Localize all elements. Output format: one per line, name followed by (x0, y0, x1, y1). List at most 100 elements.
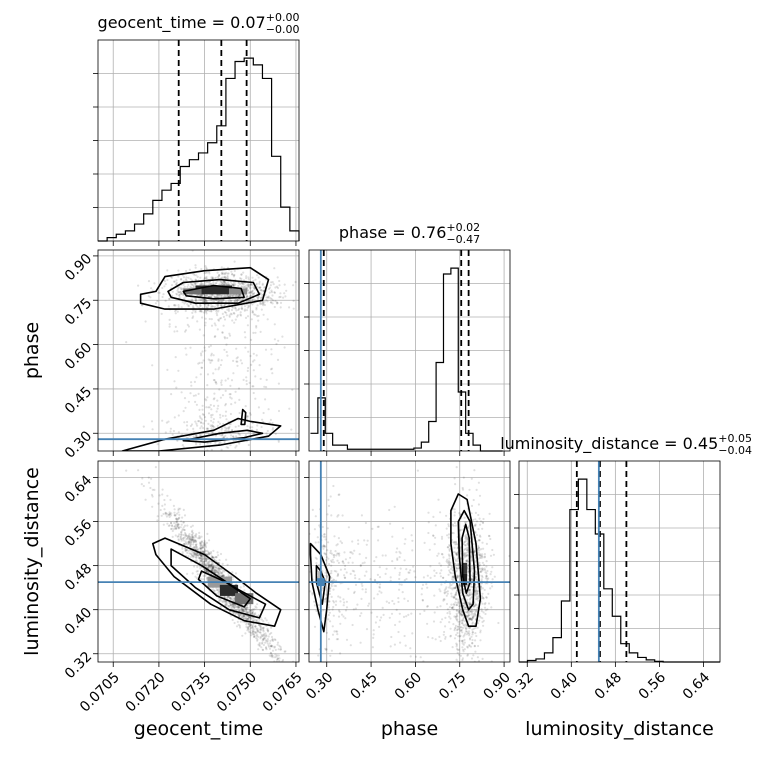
sample-point (474, 589, 478, 592)
x-tick-label: 0.56 (636, 669, 669, 702)
sample-point (231, 294, 234, 297)
sample-point (238, 294, 241, 297)
sample-point (452, 608, 455, 611)
sample-point (186, 285, 189, 289)
sample-point (220, 295, 223, 298)
sample-point (468, 593, 472, 596)
sample-point (237, 387, 241, 390)
sample-point (471, 622, 474, 625)
sample-point (201, 546, 204, 549)
sample-point (467, 614, 470, 617)
sample-point (225, 277, 228, 280)
sample-point (194, 279, 197, 282)
sample-point (188, 538, 191, 541)
sample-point (450, 603, 453, 606)
sample-point (222, 298, 225, 301)
sample-point (484, 602, 487, 605)
sample-point (378, 586, 381, 589)
sample-point (271, 299, 275, 302)
sample-point (471, 611, 474, 614)
sample-point (189, 543, 192, 546)
sample-point (213, 397, 216, 400)
sample-point (461, 657, 464, 660)
sample-point (339, 568, 342, 571)
sample-point (437, 552, 440, 555)
sample-point (185, 538, 188, 541)
sample-point (254, 397, 257, 400)
sample-point (266, 296, 269, 299)
sample-point (250, 363, 253, 366)
sample-point (385, 567, 388, 570)
sample-point (201, 413, 204, 416)
sample-point (180, 277, 183, 281)
sample-point (157, 291, 160, 294)
sample-point (223, 295, 226, 298)
sample-point (262, 301, 265, 304)
sample-point (453, 551, 456, 554)
sample-point (450, 567, 453, 571)
sample-point (180, 391, 183, 394)
sample-point (242, 610, 245, 613)
sample-point (472, 613, 475, 616)
sample-point (266, 429, 269, 433)
sample-point (213, 570, 216, 573)
sample-point (231, 273, 234, 276)
sample-point (230, 308, 234, 312)
sample-point (215, 556, 218, 559)
sample-point (439, 511, 442, 514)
sample-point (443, 589, 446, 592)
sample-point (202, 556, 205, 560)
sample-point (344, 558, 347, 561)
sample-point (250, 290, 253, 293)
y-axis-label: phase (21, 322, 43, 379)
sample-point (465, 559, 468, 562)
sample-point (221, 562, 224, 566)
sample-point (227, 426, 230, 429)
sample-point (250, 609, 253, 612)
sample-point (190, 423, 194, 426)
sample-point (332, 588, 335, 591)
sample-point (195, 554, 198, 557)
sample-point (200, 418, 203, 421)
sample-point (233, 312, 236, 315)
sample-point (150, 420, 154, 423)
sample-point (253, 608, 256, 611)
sample-point (264, 617, 267, 620)
sample-point (177, 508, 180, 512)
sample-point (446, 592, 449, 595)
sample-point (191, 538, 194, 542)
sample-point (197, 420, 200, 423)
sample-point (480, 594, 483, 598)
sample-point (446, 558, 449, 561)
sample-point (199, 553, 202, 556)
sample-point (292, 284, 295, 287)
sample-point (259, 631, 262, 634)
sample-point (311, 508, 314, 511)
sample-point (194, 536, 197, 539)
sample-point (252, 369, 255, 372)
sample-point (313, 528, 316, 531)
sample-point (321, 525, 324, 529)
sample-point (468, 588, 471, 591)
sample-point (196, 570, 199, 573)
sample-point (455, 466, 458, 469)
sample-point (444, 616, 447, 620)
sample-point (477, 544, 480, 548)
sample-point (339, 540, 342, 543)
sample-point (189, 302, 192, 305)
sample-point (238, 626, 242, 629)
sample-point (211, 276, 214, 280)
sample-point (235, 309, 238, 312)
sample-point (256, 304, 259, 307)
sample-point (137, 284, 140, 287)
sample-point (238, 411, 241, 415)
sample-point (234, 299, 237, 302)
sample-point (275, 654, 279, 657)
sample-point (204, 349, 207, 352)
sample-point (191, 572, 194, 575)
sample-point (251, 632, 254, 635)
sample-point (455, 552, 458, 555)
sample-point (456, 576, 459, 579)
sample-point (214, 368, 217, 371)
density-cell (228, 288, 248, 295)
